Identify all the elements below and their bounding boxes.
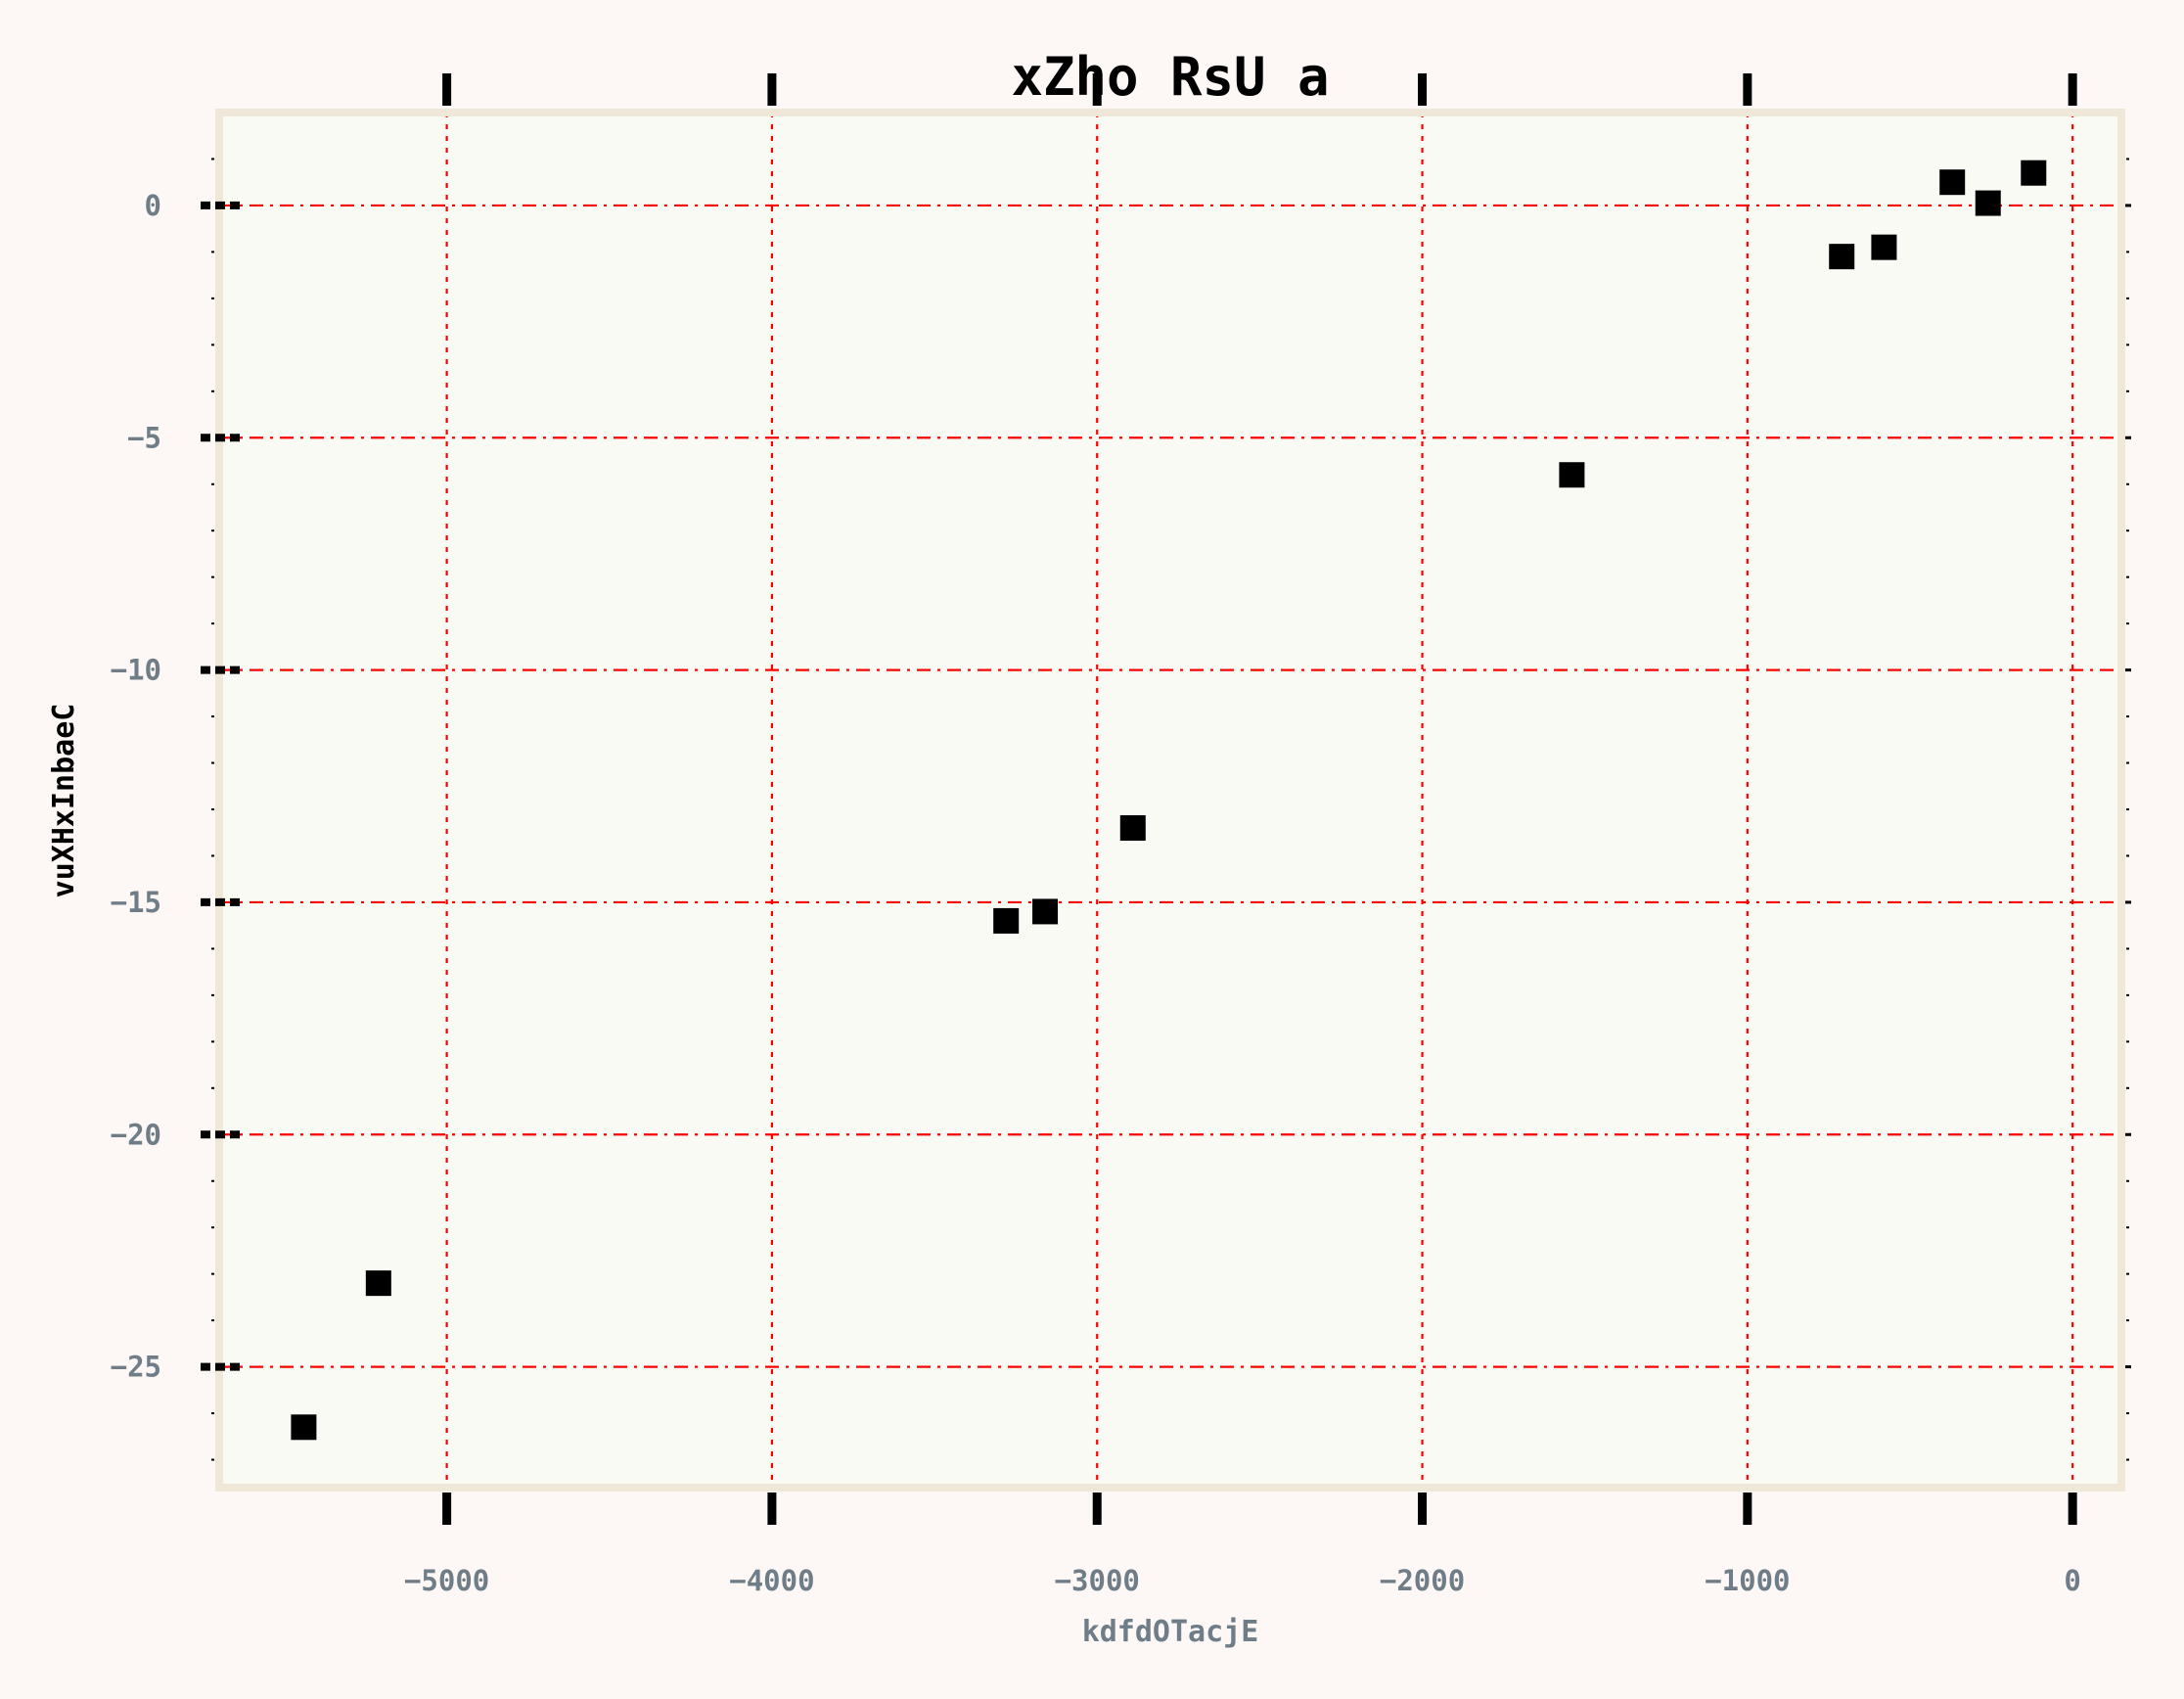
- data-point: [1871, 234, 1897, 260]
- x-tick-labels: −5000 −4000 −3000 −2000 −1000 0: [404, 1564, 2081, 1597]
- x-tick-label: −1000: [1705, 1564, 1790, 1597]
- x-tick-label: −4000: [729, 1564, 814, 1597]
- data-point: [993, 907, 1020, 934]
- y-tick-label: 0: [145, 189, 161, 222]
- x-tick-label: −3000: [1055, 1564, 1140, 1597]
- y-tick-label: −5: [127, 421, 161, 454]
- y-tick-label: −20: [111, 1118, 161, 1151]
- x-tick-label: −5000: [404, 1564, 489, 1597]
- chart-title: xZho RsU a: [1011, 46, 1329, 108]
- minor-ticks: [211, 158, 2129, 1461]
- data-point: [2021, 160, 2047, 186]
- x-tick-label: −2000: [1380, 1564, 1465, 1597]
- plot-area: [219, 113, 2121, 1488]
- x-axis-title: kdfdOTacjE: [1082, 1615, 1259, 1649]
- data-point: [291, 1414, 317, 1441]
- grid-lines: [219, 113, 2121, 1488]
- data-point: [1032, 898, 1059, 925]
- y-tick-label: −10: [111, 654, 161, 687]
- data-point: [1829, 244, 1855, 270]
- data-point: [1119, 814, 1146, 841]
- y-tick-label: −15: [111, 886, 161, 919]
- data-points: [291, 160, 2047, 1441]
- y-tick-label: −25: [111, 1351, 161, 1384]
- y-tick-labels: 0 −5 −10 −15 −20 −25: [111, 189, 161, 1384]
- y-axis-title: vuXHxInbaeC: [47, 704, 81, 898]
- data-point: [1975, 190, 2001, 216]
- data-point: [1939, 169, 1966, 196]
- data-point: [1559, 462, 1585, 488]
- data-point: [365, 1270, 391, 1297]
- major-ticks: [201, 73, 2131, 1525]
- plot-frame: [215, 109, 2125, 1492]
- x-tick-label: 0: [2064, 1564, 2080, 1597]
